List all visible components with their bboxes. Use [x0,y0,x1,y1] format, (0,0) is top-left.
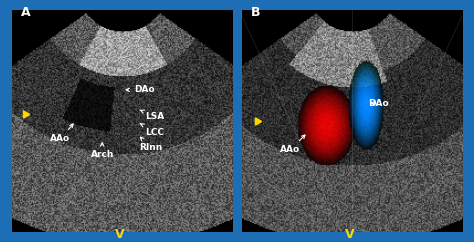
Text: LSA: LSA [140,110,165,121]
Text: LCC: LCC [140,124,164,137]
Text: DAo: DAo [126,85,155,94]
Text: A: A [21,6,30,19]
Text: Arch: Arch [91,143,114,159]
Text: AAo: AAo [280,135,305,154]
Text: RInn: RInn [139,137,162,152]
Text: B: B [251,6,260,19]
Text: AAo: AAo [50,124,73,143]
Text: DAo: DAo [368,99,389,108]
Text: V: V [345,228,355,241]
Text: V: V [115,228,125,241]
